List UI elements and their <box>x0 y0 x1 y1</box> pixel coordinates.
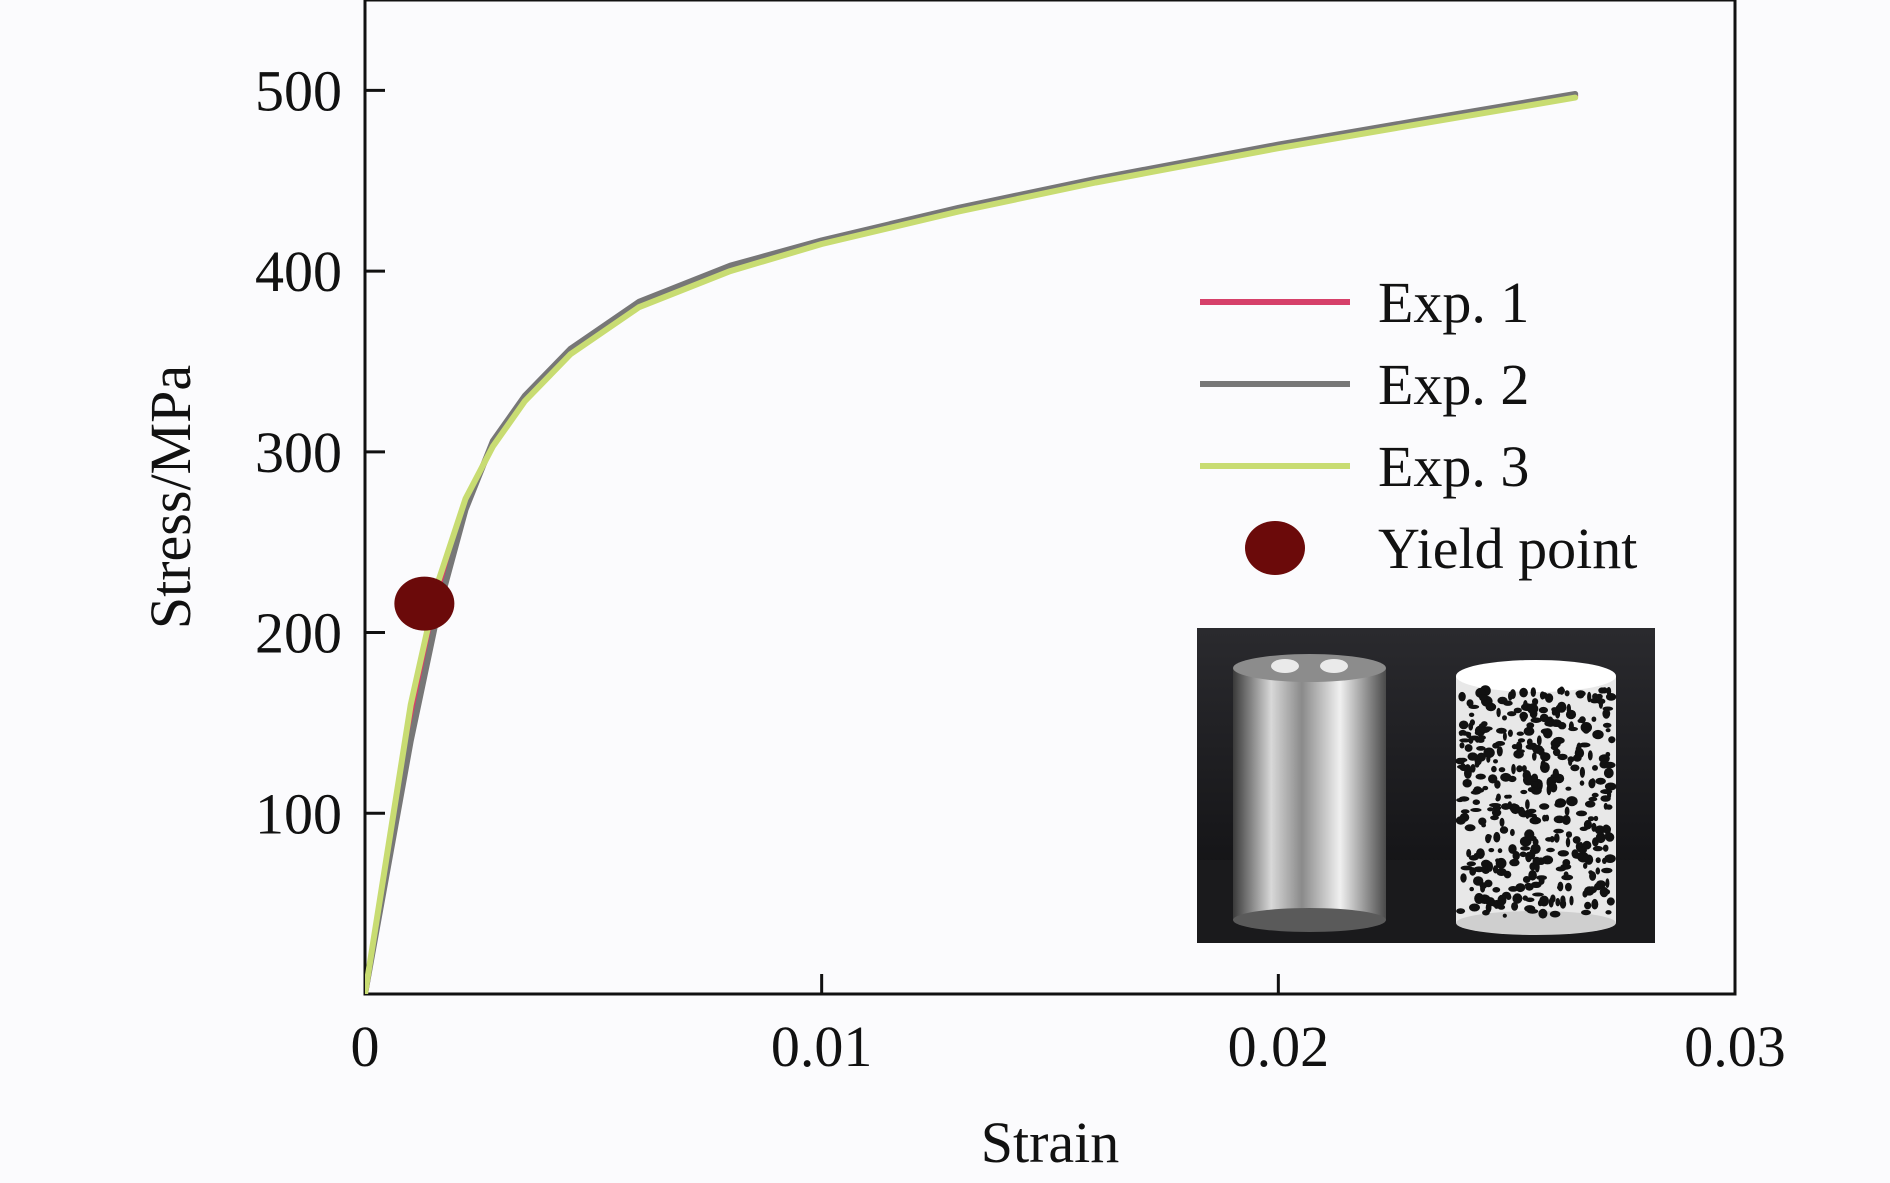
y-tick-label-4: 500 <box>255 58 342 123</box>
x-tick-label-3: 0.03 <box>1684 1014 1786 1079</box>
legend-label-1: Exp. 1 <box>1378 270 1529 335</box>
yield-point-marker <box>394 576 455 631</box>
legend-label-3: Exp. 3 <box>1378 434 1529 499</box>
y-tick-label-1: 200 <box>255 601 342 666</box>
x-tick-label-1: 0.01 <box>771 1014 873 1079</box>
y-axis-title: Stress/MPa <box>138 365 203 629</box>
x-tick-labels: 0 0.01 0.02 0.03 <box>351 1014 1786 1079</box>
y-tick-labels: 100 200 300 400 500 <box>255 58 342 846</box>
legend-swatch-yield-point <box>1245 521 1305 575</box>
x-tick-label-2: 0.02 <box>1228 1014 1330 1079</box>
x-tick-label-0: 0 <box>351 1014 380 1079</box>
porous-texture <box>1455 685 1617 919</box>
y-tick-label-2: 300 <box>255 420 342 485</box>
legend: Exp. 1 Exp. 2 Exp. 3 Yield point <box>1200 270 1637 581</box>
y-tick-label-3: 400 <box>255 239 342 304</box>
plot-frame <box>363 0 1737 996</box>
legend-label-4: Yield point <box>1378 516 1637 581</box>
legend-label-2: Exp. 2 <box>1378 352 1529 417</box>
series-line-3 <box>365 94 1579 994</box>
marker-group <box>394 576 455 631</box>
series-line-2 <box>365 91 1579 994</box>
series-group <box>365 91 1579 994</box>
y-tick-label-0: 100 <box>255 781 342 846</box>
specimen-photo <box>1197 628 1655 943</box>
x-axis-title: Strain <box>981 1110 1120 1175</box>
